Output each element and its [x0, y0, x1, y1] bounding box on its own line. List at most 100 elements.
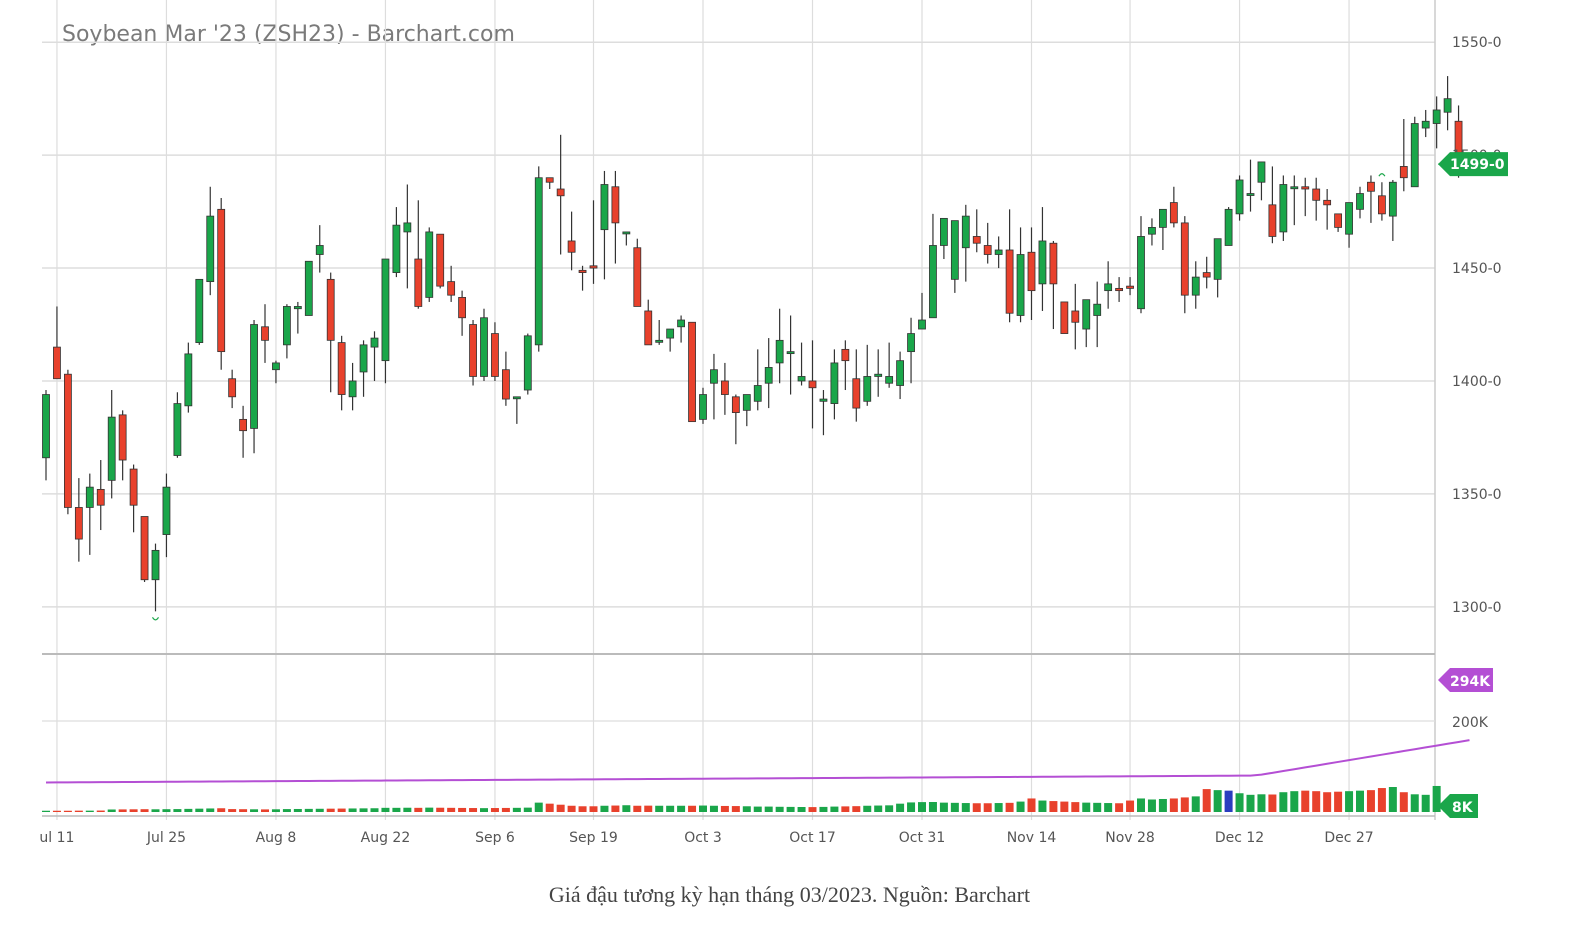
price-tick-label: 1450-0: [1452, 261, 1502, 277]
open-interest-polyline: [45, 739, 1470, 784]
candle: [129, 464, 138, 533]
candle-body: [567, 240, 576, 253]
candle-body: [731, 396, 740, 414]
candle: [1323, 189, 1332, 230]
candle-body: [1356, 193, 1364, 210]
volume-bar: [293, 808, 302, 812]
volume-bar: [458, 807, 467, 812]
candle: [972, 209, 981, 253]
candle-body: [863, 376, 872, 402]
volume-bar: [1213, 790, 1222, 812]
candle-body: [348, 380, 357, 398]
candle: [633, 238, 642, 307]
candle-body: [1126, 285, 1134, 289]
candle-body: [491, 333, 499, 377]
volume-bar: [1049, 801, 1058, 812]
volume-bar: [764, 806, 773, 812]
candle-body: [151, 549, 160, 581]
candle: [1334, 213, 1342, 232]
date-tick-label: Dec 12: [1215, 830, 1264, 846]
candle: [42, 390, 50, 481]
candle-body: [1016, 254, 1025, 316]
volume-bar: [1312, 791, 1321, 812]
candle-body: [523, 335, 532, 391]
candle-body: [1180, 222, 1189, 296]
candle: [567, 211, 576, 271]
candle: [1443, 76, 1452, 131]
candle: [1005, 209, 1014, 323]
candle-body: [830, 362, 839, 404]
volume-bar: [666, 805, 675, 812]
volume-bar: [1191, 796, 1200, 812]
volume-bar: [1071, 802, 1080, 812]
candle-body: [808, 380, 817, 389]
volume-bar: [534, 802, 543, 812]
candle-body: [1399, 166, 1408, 179]
candle: [381, 258, 390, 384]
candle: [469, 320, 477, 386]
candle: [753, 349, 762, 411]
volume-bar: [885, 805, 894, 812]
volume-bar: [239, 809, 248, 812]
volume-bar: [348, 808, 357, 812]
candle: [545, 177, 554, 190]
volume-bar: [1399, 792, 1408, 812]
volume-bar: [523, 807, 532, 812]
date-tick-label: Oct 3: [684, 830, 722, 846]
candle: [929, 213, 937, 319]
date-tick-label: ul 11: [39, 830, 74, 846]
volume-bar: [742, 806, 751, 812]
candle-body: [655, 339, 664, 343]
candle: [491, 322, 499, 381]
candle: [961, 204, 970, 282]
volume-bar: [688, 805, 697, 812]
volume-bar: [841, 806, 850, 812]
volume-label: 8K: [1452, 800, 1474, 816]
volume-bar: [151, 809, 160, 812]
volume-bar: [250, 809, 259, 812]
open-interest-line: [45, 739, 1470, 784]
candle-body: [918, 319, 926, 330]
candle-body: [403, 222, 412, 233]
candle: [1060, 301, 1069, 334]
candle: [315, 225, 324, 273]
candle-body: [1268, 204, 1277, 237]
candle: [326, 272, 335, 393]
volume-bar: [567, 805, 576, 812]
volume-bar: [85, 810, 94, 812]
candle-body: [1334, 213, 1342, 228]
candle-body: [1115, 287, 1123, 292]
candle: [721, 362, 729, 415]
candle: [447, 265, 456, 302]
candle: [162, 473, 171, 558]
candle: [195, 278, 204, 345]
candle: [392, 207, 401, 278]
candle: [775, 308, 784, 384]
date-tick-label: Nov 28: [1105, 830, 1155, 846]
candle-body: [1137, 236, 1145, 310]
volume-bar: [381, 807, 390, 812]
candle-body: [819, 398, 828, 402]
volume-bar: [983, 803, 992, 812]
candle: [1246, 159, 1255, 212]
volume-badge: 8K: [1438, 794, 1478, 818]
candle-body: [907, 333, 915, 353]
volume-bar: [217, 808, 226, 812]
volume-bar: [326, 808, 335, 812]
volume-bar: [129, 809, 138, 812]
candle-body: [994, 249, 1003, 255]
volume-bar: [1104, 803, 1113, 812]
candle: [1148, 218, 1156, 246]
candle-body: [96, 488, 105, 506]
candle: [1410, 116, 1419, 188]
volume-bar: [337, 808, 346, 812]
candle: [896, 351, 904, 400]
volume-bar: [63, 810, 72, 812]
candle: [425, 227, 434, 302]
candle-body: [436, 233, 445, 287]
candle: [1378, 182, 1386, 221]
candle-body: [677, 319, 685, 328]
candle-body: [512, 396, 521, 400]
volume-bar: [42, 810, 50, 812]
candle-body: [370, 337, 379, 348]
